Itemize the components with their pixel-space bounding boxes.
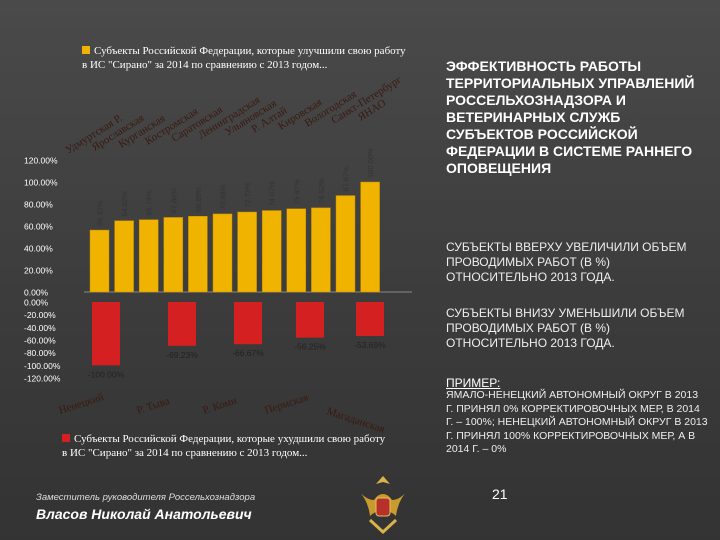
negative-bar bbox=[168, 302, 196, 346]
positive-value-label: 74.07% bbox=[268, 181, 277, 207]
y-tick-label: 60.00% bbox=[24, 222, 53, 232]
positive-value-label: 65.74% bbox=[145, 190, 154, 216]
legend-positive-label: Субъекты Российской Федерации, которые у… bbox=[82, 45, 406, 71]
emblem-icon bbox=[358, 476, 408, 535]
bar-chart: 120.00% 100.00% 80.00% 60.00% 40.00% 20.00% 0.… bbox=[24, 73, 412, 436]
example-title: ПРИМЕР: bbox=[446, 376, 501, 390]
y-tick-label: 20.00% bbox=[24, 266, 53, 276]
positive-bar bbox=[89, 229, 110, 293]
positive-value-label: 75.67% bbox=[292, 179, 301, 205]
y-tick-label: -20.00% bbox=[24, 310, 56, 320]
positive-bar bbox=[163, 217, 184, 293]
negative-value-label: -53.69% bbox=[354, 340, 386, 350]
negative-category-label: Р. Тыва bbox=[135, 395, 171, 417]
positive-bar bbox=[212, 213, 233, 293]
negative-category-label: Ненецкий bbox=[57, 391, 105, 417]
positive-value-label: 67.80% bbox=[169, 188, 178, 214]
footer-role: Заместитель руководителя Россельхознадзо… bbox=[36, 492, 256, 503]
positive-value-label: 100.00% bbox=[366, 148, 375, 178]
page-title: ЭФФЕКТИВНОСТЬ РАБОТЫ ТЕРРИТОРИАЛЬНЫХ УПР… bbox=[446, 58, 695, 176]
positive-bar bbox=[261, 210, 282, 293]
positive-value-label: 68.88% bbox=[194, 186, 203, 212]
example-body: ЯМАЛО-НЕНЕЦКИЙ АВТОНОМНЫЙ ОКРУГ В 2013 Г… bbox=[446, 389, 708, 456]
positive-value-label: 56.32% bbox=[96, 200, 105, 226]
positive-bar bbox=[237, 211, 257, 293]
y-tick-label: -100.00% bbox=[24, 361, 61, 371]
positive-value-label: 64.82% bbox=[120, 191, 129, 217]
negative-bar bbox=[356, 302, 384, 337]
negative-bars: -100.00% -69.23% -66.67% -56.25% -53.69% bbox=[88, 302, 386, 379]
legend-negative: Субъекты Российской Федерации, которые у… bbox=[62, 432, 392, 460]
positive-bar bbox=[286, 208, 307, 293]
negative-bar bbox=[234, 302, 262, 345]
legend-negative-swatch bbox=[62, 434, 70, 442]
positive-bar bbox=[311, 207, 331, 293]
y-tick-label: -120.00% bbox=[24, 374, 61, 384]
legend-negative-label: Субъекты Российской Федерации, которые у… bbox=[62, 433, 386, 459]
positive-value-label: 76.52% bbox=[317, 178, 326, 204]
y-tick-label: 80.00% bbox=[24, 200, 53, 210]
negative-category-label: Пермская bbox=[263, 391, 310, 416]
negative-value-label: -56.25% bbox=[294, 342, 326, 352]
positive-bar bbox=[335, 195, 356, 293]
negative-value-label: -66.67% bbox=[232, 348, 264, 358]
positive-bars: 56.32% 64.82% 65.74% 67.80% 68.88% 70.98% 72.7… bbox=[89, 148, 380, 293]
negative-category-label: Р. Коми bbox=[201, 395, 238, 417]
title-panel: ЭФФЕКТИВНОСТЬ РАБОТЫ ТЕРРИТОРИАЛЬНЫХ УПР… bbox=[446, 58, 708, 177]
note-down: СУБЪЕКТЫ ВНИЗУ УМЕНЬШИЛИ ОБЪЕМ ПРОВОДИМЫ… bbox=[446, 306, 685, 350]
negative-bar bbox=[296, 302, 324, 338]
y-tick-label: 100.00% bbox=[24, 178, 58, 188]
positive-bar bbox=[114, 220, 134, 293]
y-tick-label: -60.00% bbox=[24, 336, 56, 346]
y-tick-label: 40.00% bbox=[24, 244, 53, 254]
footer-name: Власов Николай Анатольевич bbox=[36, 506, 252, 522]
negative-value-label: -69.23% bbox=[166, 350, 198, 360]
note-up: СУБЪЕКТЫ ВВЕРХУ УВЕЛИЧИЛИ ОБЪЕМ ПРОВОДИМ… bbox=[446, 240, 687, 284]
y-tick-label: -40.00% bbox=[24, 323, 56, 333]
negative-value-label: -100.00% bbox=[88, 369, 125, 379]
negative-category-labels: Ненецкий Р. Тыва Р. Коми ПермскаяМагаданска… bbox=[57, 391, 386, 436]
legend-positive-swatch bbox=[82, 46, 90, 54]
positive-value-label: 72.73% bbox=[243, 182, 252, 208]
positive-value-label: 70.98% bbox=[219, 184, 228, 210]
y-tick-label: -80.00% bbox=[24, 348, 56, 358]
y-tick-label: 0.00% bbox=[24, 298, 49, 308]
positive-bar bbox=[188, 215, 208, 293]
positive-bar bbox=[360, 181, 380, 293]
positive-value-label: 87.67% bbox=[342, 166, 351, 192]
y-tick-label: 120.00% bbox=[24, 156, 58, 166]
y-tick-label: 0.00% bbox=[24, 288, 49, 298]
legend-positive: Субъекты Российской Федерации, которые у… bbox=[82, 44, 412, 72]
positive-category-labels: Удмуртская Р.ЯрославскаяКурганскаяКостро… bbox=[63, 73, 404, 156]
y-axis-ticks: 120.00% 100.00% 80.00% 60.00% 40.00% 20.00% 0.… bbox=[24, 156, 61, 384]
negative-bar bbox=[92, 302, 120, 366]
positive-bar bbox=[138, 219, 159, 293]
page-number: 21 bbox=[492, 486, 508, 502]
